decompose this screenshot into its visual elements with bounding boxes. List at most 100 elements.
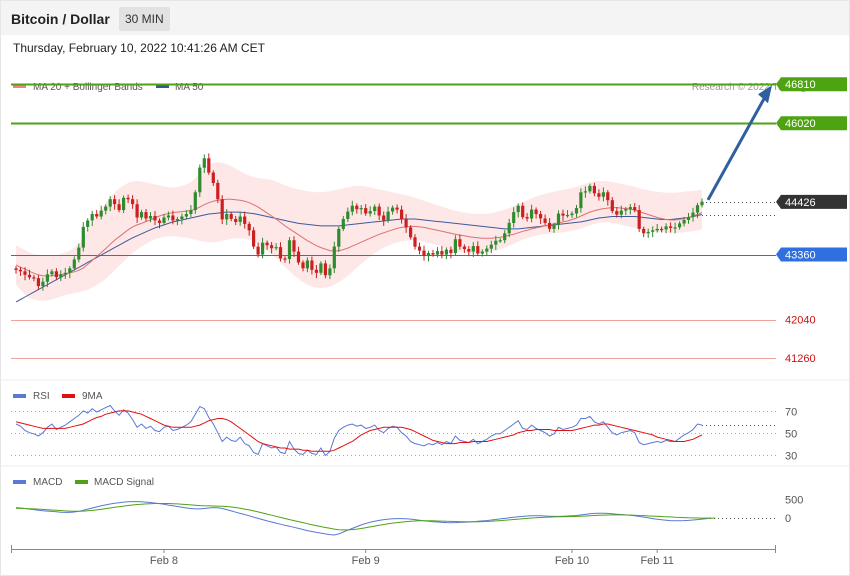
candle-body: [32, 277, 36, 279]
candle-body: [265, 242, 269, 246]
candle-body: [166, 215, 170, 218]
candle-body: [148, 216, 153, 219]
candle-body: [171, 215, 175, 221]
macd-signal-line: [15, 503, 716, 531]
candle-body: [296, 251, 301, 263]
candle-body: [270, 245, 274, 249]
candle-body: [193, 192, 197, 211]
candle-body: [561, 213, 565, 216]
chart-datetime: Thursday, February 10, 2022 10:41:26 AM …: [13, 41, 265, 55]
candle-body: [45, 274, 49, 282]
candle-body: [77, 247, 81, 260]
candle-body: [350, 205, 354, 212]
candle-body: [521, 205, 525, 218]
legend-label-ma50: MA 50: [175, 82, 204, 93]
candle-body: [314, 269, 318, 273]
candle-body: [41, 281, 45, 287]
candle-body: [651, 230, 655, 232]
candle-body: [426, 253, 431, 257]
candle-body: [494, 240, 498, 245]
candle-body: [220, 199, 224, 220]
candle-body: [95, 214, 99, 217]
forecast-arrow-shaft: [706, 94, 768, 201]
candle-body: [525, 217, 529, 219]
candle-body: [664, 226, 668, 230]
candle-body: [458, 239, 462, 247]
legend-label-macd: MACD: [33, 477, 62, 488]
candle-body: [471, 246, 475, 252]
candle-body: [126, 197, 130, 200]
candle-body: [86, 220, 90, 227]
candle-body: [552, 224, 556, 229]
candle-body: [131, 199, 135, 205]
candle-body: [444, 249, 448, 255]
candle-body: [556, 213, 561, 225]
candle-body: [274, 247, 278, 249]
candle-body: [660, 228, 664, 231]
candle-body: [565, 215, 570, 217]
candle-body: [144, 212, 148, 219]
candle-body: [413, 237, 417, 247]
candle-body: [261, 242, 265, 255]
candle-body: [512, 212, 516, 223]
x-tick-label: Feb 8: [150, 555, 178, 567]
level-label-46810: 46810: [785, 79, 816, 91]
candle-body: [601, 192, 605, 197]
x-tick-label: Feb 11: [640, 555, 673, 567]
candle-body: [278, 247, 283, 259]
candle-body: [467, 249, 471, 252]
instrument-title: Bitcoin / Dollar: [11, 11, 110, 27]
candle-body: [180, 216, 184, 219]
level-tag-46810: [776, 77, 847, 92]
candle-body: [386, 211, 390, 221]
candle-body: [72, 259, 76, 269]
timeframe-badge[interactable]: 30 MIN: [119, 7, 170, 31]
legend-swatch-ma50: [156, 84, 169, 88]
candle-body: [108, 199, 112, 207]
candle-body: [287, 240, 292, 259]
candle-body: [135, 204, 139, 218]
candle-body: [655, 228, 659, 231]
candle-body: [122, 197, 126, 211]
candle-body: [162, 217, 166, 223]
candle-body: [539, 214, 543, 219]
candle-body: [409, 227, 413, 238]
legend-swatch-rsi-ma: [62, 394, 75, 398]
candle-body: [283, 258, 287, 260]
level-label-41260: 41260: [785, 353, 816, 365]
candle-body: [319, 263, 323, 273]
candle-body: [691, 212, 695, 217]
candle-body: [99, 210, 103, 217]
candle-body: [633, 207, 637, 211]
candle-body: [449, 249, 453, 254]
rsi-ma-line: [15, 410, 703, 452]
candle-body: [252, 230, 256, 247]
candle-body: [54, 271, 58, 278]
candle-body: [507, 222, 511, 234]
candle-body: [417, 246, 422, 251]
candle-body: [642, 228, 646, 234]
candle-body: [234, 219, 238, 222]
candle-body: [113, 199, 117, 205]
candle-body: [247, 223, 251, 231]
candle-body: [462, 246, 466, 250]
rsi-line: [15, 404, 703, 457]
candle-body: [211, 172, 215, 183]
candle-body: [435, 251, 440, 255]
candle-body: [256, 246, 260, 255]
candle-body: [328, 268, 332, 276]
candle-body: [583, 191, 587, 193]
candle-body: [175, 219, 179, 221]
candle-body: [225, 214, 229, 220]
candle-body: [543, 218, 547, 223]
legend-swatch-rsi: [13, 394, 26, 398]
candle-body: [498, 240, 502, 242]
chart-header: Bitcoin / Dollar 30 MIN: [1, 1, 849, 35]
candle-body: [229, 214, 233, 219]
copyright-text: Research © 2022 Trading Central: [692, 82, 841, 93]
candle-body: [695, 205, 700, 213]
candle-body: [18, 269, 23, 272]
legend-label-ma20: MA 20 + Bollinger Bands: [33, 82, 143, 93]
candle-body: [610, 200, 614, 212]
level-label-44426: 44426: [785, 197, 816, 209]
